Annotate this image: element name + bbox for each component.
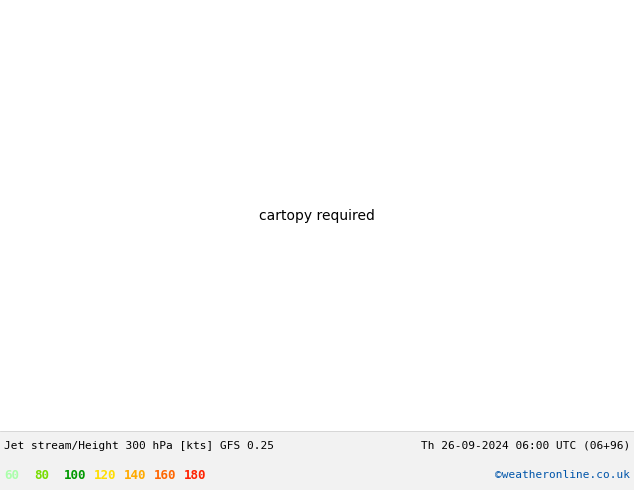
Text: Jet stream/Height 300 hPa [kts] GFS 0.25: Jet stream/Height 300 hPa [kts] GFS 0.25 bbox=[4, 441, 274, 451]
Text: ©weatheronline.co.uk: ©weatheronline.co.uk bbox=[495, 470, 630, 480]
Text: Th 26-09-2024 06:00 UTC (06+96): Th 26-09-2024 06:00 UTC (06+96) bbox=[421, 441, 630, 451]
Text: 100: 100 bbox=[64, 469, 86, 482]
Polygon shape bbox=[0, 431, 634, 490]
Text: 160: 160 bbox=[154, 469, 176, 482]
Text: 140: 140 bbox=[124, 469, 146, 482]
Text: 60: 60 bbox=[4, 469, 19, 482]
Text: 120: 120 bbox=[94, 469, 117, 482]
Text: 80: 80 bbox=[34, 469, 49, 482]
Text: cartopy required: cartopy required bbox=[259, 209, 375, 222]
Text: 180: 180 bbox=[184, 469, 207, 482]
